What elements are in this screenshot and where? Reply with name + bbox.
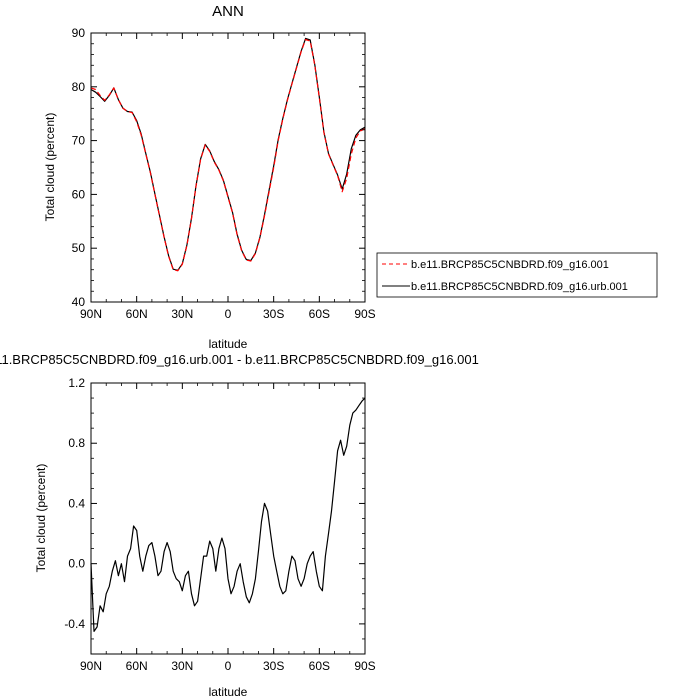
legend-entry-urb: b.e11.BRCP85C5CNBDRD.f09_g16.urb.001 (411, 281, 628, 293)
top-plot-frame (90, 32, 366, 303)
top-x-tick-label: 30S (263, 307, 284, 321)
legend: b.e11.BRCP85C5CNBDRD.f09_g16.001 b.e11.B… (376, 252, 658, 298)
top-y-tick-label: 90 (72, 26, 86, 40)
bottom-series-line-0 (90, 397, 366, 633)
top-y-tick-label: 80 (72, 80, 86, 94)
top-x-tick-label: 90N (80, 307, 102, 321)
bottom-x-tick-label: 60S (309, 659, 330, 673)
top-x-tick-label: 30N (171, 307, 193, 321)
top-y-tick-label: 50 (72, 241, 86, 255)
top-y-tick-label: 70 (72, 134, 86, 148)
bottom-y-axis-label: Total cloud (percent) (34, 464, 48, 573)
top-x-tick-label: 60N (126, 307, 148, 321)
bottom-plot-frame (90, 382, 366, 655)
bottom-x-axis-label: latitude (209, 685, 248, 699)
bottom-x-tick-label: 30S (263, 659, 284, 673)
top-y-axis-label: Total cloud (percent) (43, 113, 57, 222)
bottom-chart-title: b.e11.BRCP85C5CNBDRD.f09_g16.urb.001 - b… (0, 352, 479, 367)
bottom-x-tick-label: 90S (354, 659, 375, 673)
top-y-tick-label: 60 (72, 187, 86, 201)
bottom-y-tick-label: 0.8 (68, 436, 85, 450)
top-series-line-1 (90, 37, 366, 271)
top-panel: ANN 90N 60N 30N 0 30S 60S 90S 40 50 60 70 80 90 lati… (43, 3, 658, 351)
bottom-panel: b.e11.BRCP85C5CNBDRD.f09_g16.urb.001 - b… (0, 352, 479, 699)
top-series-line-0 (90, 38, 366, 272)
legend-box (376, 252, 658, 298)
top-y-tick-label: 40 (72, 295, 86, 309)
bottom-y-tick-label: 1.2 (68, 376, 85, 390)
legend-entry-control: b.e11.BRCP85C5CNBDRD.f09_g16.001 (411, 259, 609, 271)
bottom-x-tick-label: 90N (80, 659, 102, 673)
bottom-x-tick-label: 30N (171, 659, 193, 673)
bottom-y-tick-label: 0.4 (68, 496, 85, 510)
bottom-y-tick-label: 0.0 (68, 557, 85, 571)
bottom-x-tick-label: 0 (225, 659, 232, 673)
top-x-tick-label: 90S (354, 307, 375, 321)
bottom-x-tick-label: 60N (126, 659, 148, 673)
top-x-axis-label: latitude (209, 337, 248, 351)
bottom-y-tick-label: -0.4 (64, 617, 85, 631)
top-x-tick-label: 0 (225, 307, 232, 321)
top-x-tick-label: 60S (309, 307, 330, 321)
top-chart-title: ANN (212, 3, 244, 20)
